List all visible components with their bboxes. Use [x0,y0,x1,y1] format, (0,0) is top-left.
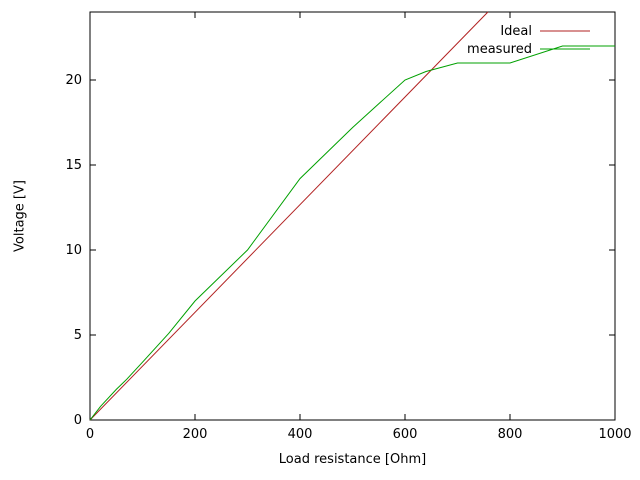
plot-border [89,11,616,421]
x-tick-label: 600 [393,427,418,442]
legend-label-measured: measured [467,42,532,57]
legend-label-ideal: Ideal [500,24,532,39]
y-tick-label: 5 [74,328,82,343]
y-axis-label: Voltage [V] [12,180,28,252]
x-tick-label: 800 [498,427,523,442]
y-tick-label: 0 [74,413,82,428]
x-tick-label: 0 [86,427,94,442]
x-tick-label: 1000 [598,427,631,442]
y-tick-label: 20 [65,73,82,88]
x-tick-label: 400 [288,427,313,442]
x-axis-label: Load resistance [Ohm] [278,452,427,467]
series-ideal [89,11,489,421]
y-tick-label: 10 [65,243,82,258]
series-measured [89,45,615,421]
y-tick-label: 15 [65,158,82,173]
x-tick-label: 200 [183,427,208,442]
